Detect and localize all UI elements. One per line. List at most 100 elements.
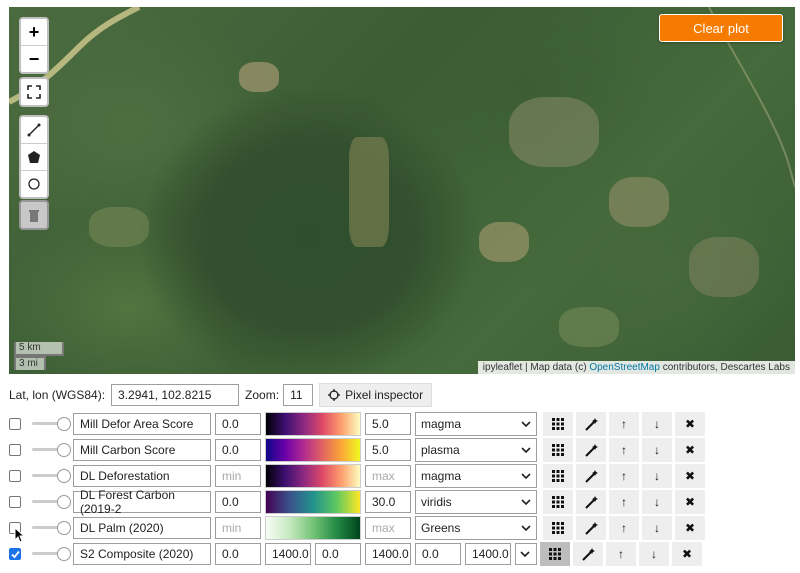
auto-scale-button[interactable] xyxy=(576,464,606,488)
colormap-select[interactable]: magma xyxy=(415,412,537,436)
max-input[interactable]: 5.0 xyxy=(365,413,411,435)
move-down-button[interactable]: ↓ xyxy=(642,412,672,436)
max-input[interactable]: max xyxy=(365,517,411,539)
fullscreen-button[interactable] xyxy=(21,79,47,105)
zoom-input[interactable]: 11 xyxy=(283,384,314,406)
attribution-prefix: ipyleaflet | Map data (c) xyxy=(482,362,590,373)
remove-layer-button[interactable]: ✖ xyxy=(675,464,705,488)
zoom-out-button[interactable]: − xyxy=(21,45,47,72)
auto-scale-button[interactable] xyxy=(576,438,606,462)
clear-plot-button[interactable]: Clear plot xyxy=(659,14,783,42)
green-min-input[interactable]: 0.0 xyxy=(315,543,361,565)
layer-visibility-checkbox[interactable] xyxy=(9,444,21,456)
red-min-input[interactable]: 0.0 xyxy=(215,543,261,565)
layer-name-input[interactable]: Mill Defor Area Score xyxy=(73,413,211,435)
table-button[interactable] xyxy=(543,490,573,514)
slider-knob[interactable] xyxy=(57,495,71,509)
draw-line-button[interactable] xyxy=(21,117,47,143)
move-down-button[interactable]: ↓ xyxy=(642,464,672,488)
crosshair-icon xyxy=(328,389,341,401)
min-input[interactable]: 0.0 xyxy=(215,491,261,513)
max-input[interactable]: 5.0 xyxy=(365,439,411,461)
opacity-slider[interactable] xyxy=(32,516,71,540)
green-max-input[interactable]: 1400.0 xyxy=(365,543,411,565)
move-down-button[interactable]: ↓ xyxy=(639,542,669,566)
move-down-button[interactable]: ↓ xyxy=(642,516,672,540)
polyline-icon xyxy=(27,123,41,137)
red-max-input[interactable]: 1400.0 xyxy=(265,543,311,565)
move-up-button[interactable]: ↑ xyxy=(609,464,639,488)
bands-dropdown[interactable] xyxy=(515,543,537,565)
draw-polygon-button[interactable] xyxy=(21,143,47,170)
slider-knob[interactable] xyxy=(57,417,71,431)
opacity-slider[interactable] xyxy=(32,464,71,488)
attribution-suffix: contributors, Descartes Labs xyxy=(659,362,790,373)
move-down-button[interactable]: ↓ xyxy=(642,490,672,514)
pixel-inspector-button[interactable]: Pixel inspector xyxy=(319,383,433,407)
colorbar xyxy=(265,490,361,514)
wand-icon xyxy=(584,443,598,457)
table-button[interactable] xyxy=(543,438,573,462)
colormap-select[interactable]: plasma xyxy=(415,438,537,462)
min-input[interactable]: 0.0 xyxy=(215,439,261,461)
layer-row: DL Deforestation min max magma ↑ ↓ ✖ xyxy=(9,464,705,488)
opacity-slider[interactable] xyxy=(32,438,71,462)
move-down-button[interactable]: ↓ xyxy=(642,438,672,462)
wand-icon xyxy=(584,469,598,483)
auto-scale-button[interactable] xyxy=(576,490,606,514)
openstreetmap-link[interactable]: OpenStreetMap xyxy=(589,362,660,373)
remove-layer-button[interactable]: ✖ xyxy=(675,438,705,462)
layer-name-input[interactable]: DL Palm (2020) xyxy=(73,517,211,539)
remove-layer-button[interactable]: ✖ xyxy=(675,490,705,514)
delete-shapes-button[interactable] xyxy=(19,200,49,230)
layer-visibility-checkbox[interactable] xyxy=(9,548,21,560)
layer-name-input[interactable]: Mill Carbon Score xyxy=(73,439,211,461)
layer-row: DL Palm (2020) min max Greens ↑ ↓ ✖ xyxy=(9,516,705,540)
move-up-button[interactable]: ↑ xyxy=(609,438,639,462)
opacity-slider[interactable] xyxy=(32,490,71,514)
auto-scale-button[interactable] xyxy=(576,412,606,436)
auto-scale-button[interactable] xyxy=(573,542,603,566)
max-input[interactable]: max xyxy=(365,465,411,487)
layer-visibility-checkbox[interactable] xyxy=(9,470,21,482)
scale-km: 5 km xyxy=(14,342,64,356)
slider-knob[interactable] xyxy=(57,443,71,457)
slider-knob[interactable] xyxy=(57,547,71,561)
move-up-button[interactable]: ↑ xyxy=(606,542,636,566)
opacity-slider[interactable] xyxy=(32,412,71,436)
colormap-select[interactable]: Greens xyxy=(415,516,537,540)
slider-knob[interactable] xyxy=(57,521,71,535)
remove-layer-button[interactable]: ✖ xyxy=(675,516,705,540)
latlon-input[interactable]: 3.2941, 102.8215 xyxy=(111,384,240,406)
opacity-slider[interactable] xyxy=(32,542,71,566)
slider-knob[interactable] xyxy=(57,469,71,483)
remove-layer-button[interactable]: ✖ xyxy=(675,412,705,436)
zoom-in-button[interactable]: + xyxy=(28,22,40,42)
move-up-button[interactable]: ↑ xyxy=(609,490,639,514)
remove-layer-button[interactable]: ✖ xyxy=(672,542,702,566)
min-input[interactable]: 0.0 xyxy=(215,413,261,435)
blue-max-input[interactable]: 1400.0 xyxy=(465,543,511,565)
table-button[interactable] xyxy=(540,542,570,566)
min-input[interactable]: min xyxy=(215,517,261,539)
layer-name-input[interactable]: DL Deforestation xyxy=(73,465,211,487)
max-input[interactable]: 30.0 xyxy=(365,491,411,513)
layer-name-input[interactable]: S2 Composite (2020) xyxy=(73,543,211,565)
chevron-down-icon xyxy=(521,446,531,453)
colormap-value: plasma xyxy=(421,443,460,457)
blue-min-input[interactable]: 0.0 xyxy=(415,543,461,565)
auto-scale-button[interactable] xyxy=(576,516,606,540)
layer-visibility-checkbox[interactable] xyxy=(9,418,21,430)
colormap-select[interactable]: magma xyxy=(415,464,537,488)
min-input[interactable]: min xyxy=(215,465,261,487)
table-button[interactable] xyxy=(543,516,573,540)
move-up-button[interactable]: ↑ xyxy=(609,516,639,540)
map-view[interactable]: + − Clear plot 5 km 3 mi ipyleaflet | Ma… xyxy=(9,7,795,374)
layer-visibility-checkbox[interactable] xyxy=(9,496,21,508)
layer-name-input[interactable]: DL Forest Carbon (2019-2 xyxy=(73,488,211,516)
move-up-button[interactable]: ↑ xyxy=(609,412,639,436)
colormap-select[interactable]: viridis xyxy=(415,490,537,514)
table-button[interactable] xyxy=(543,412,573,436)
draw-circle-button[interactable] xyxy=(21,170,47,197)
table-button[interactable] xyxy=(543,464,573,488)
